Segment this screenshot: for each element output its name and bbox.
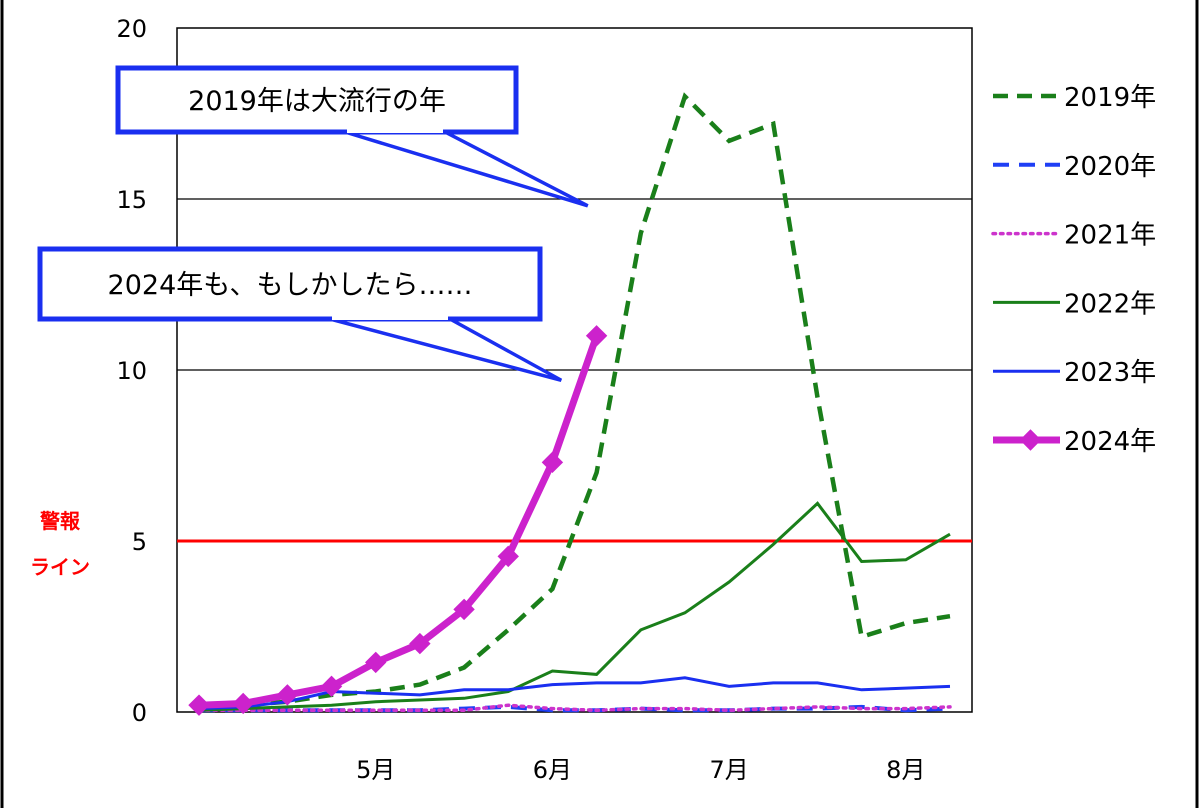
x-tick-label: 6月 — [533, 756, 572, 784]
data-point-marker — [232, 692, 254, 715]
x-tick-label: 5月 — [356, 756, 395, 784]
series-2021年 — [197, 703, 952, 713]
legend: 2019年 2020年 2021年 2022年 2023年 2024年 — [991, 83, 1156, 457]
series-line — [198, 676, 951, 711]
y-tick-label: 5 — [132, 528, 147, 556]
series-2019年 — [198, 92, 951, 711]
data-point-marker — [409, 632, 431, 655]
data-series — [188, 92, 952, 716]
legend-label: 2019年 — [1064, 83, 1156, 113]
warning-label-top: 警報 — [40, 509, 81, 533]
legend-label: 2024年 — [1064, 427, 1156, 457]
legend-item-2022年: 2022年 — [993, 289, 1156, 319]
series-line — [198, 92, 951, 711]
y-tick-label: 15 — [116, 186, 147, 214]
x-tick-label: 7月 — [709, 756, 748, 784]
series-line — [198, 501, 951, 712]
data-point-marker — [364, 651, 387, 674]
legend-item-2024年: 2024年 — [993, 427, 1156, 457]
data-point-marker — [585, 325, 608, 347]
series-line — [197, 703, 952, 713]
callout-box — [37, 246, 543, 322]
y-tick-label: 10 — [116, 357, 147, 385]
y-tick-label: 20 — [116, 15, 147, 43]
x-axis-tick-labels: 5月 6月 7月 8月 — [356, 756, 925, 784]
legend-label: 2021年 — [1064, 221, 1156, 251]
callouts: 2019年は大流行の年 2024年も、もしかしたら…… — [37, 65, 589, 382]
data-point-marker — [453, 598, 475, 621]
callout-box — [115, 65, 519, 135]
x-tick-label: 8月 — [886, 756, 925, 784]
data-point-marker — [320, 675, 343, 698]
legend-label: 2022年 — [1064, 289, 1156, 319]
data-point-marker — [541, 451, 564, 474]
callout-text: 2024年も、もしかしたら…… — [108, 270, 473, 301]
callout-2: 2024年も、もしかしたら…… — [37, 246, 563, 382]
callout-text: 2019年は大流行の年 — [188, 86, 446, 117]
y-axis-tick-labels: 0 5 10 15 20 — [116, 15, 147, 727]
callout-1: 2019年は大流行の年 — [115, 65, 589, 208]
data-point-marker — [188, 694, 210, 716]
legend-item-2023年: 2023年 — [993, 358, 1156, 388]
legend-label: 2023年 — [1064, 358, 1156, 388]
series-line — [198, 334, 600, 709]
legend-item-2019年: 2019年 — [993, 83, 1156, 113]
series-2023年 — [198, 676, 951, 711]
legend-item-2021年: 2021年 — [991, 221, 1156, 251]
legend-label: 2020年 — [1064, 152, 1156, 182]
series-2024年 — [188, 325, 608, 716]
warning-label-bottom: ライン — [30, 555, 90, 579]
series-2022年 — [198, 501, 951, 712]
legend-item-2020年: 2020年 — [993, 152, 1156, 182]
y-tick-label: 0 — [132, 699, 147, 727]
data-point-marker — [276, 684, 299, 706]
legend-marker — [1019, 429, 1042, 451]
data-point-marker — [497, 545, 519, 568]
